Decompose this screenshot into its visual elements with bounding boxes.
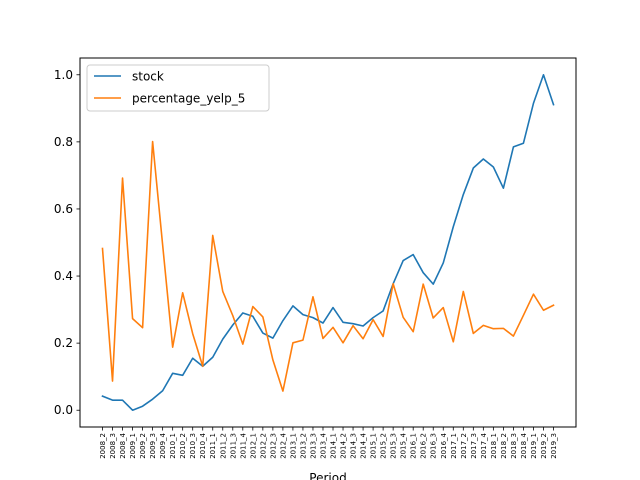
x-tick-label: 2015_1	[370, 433, 378, 459]
x-tick-label: 2008_3	[109, 433, 117, 459]
x-tick-label: 2011_1	[209, 433, 217, 459]
x-tick-label: 2016_3	[430, 433, 438, 459]
y-tick-label: 0.2	[54, 336, 73, 350]
axes-frame	[79, 57, 577, 428]
x-tick-label: 2014_4	[360, 432, 368, 458]
y-tick-label: 0.6	[54, 202, 73, 216]
x-tick-label: 2009_1	[129, 433, 137, 459]
x-tick-label: 2009_4	[159, 432, 167, 458]
x-axis-label: Period	[309, 471, 346, 480]
x-tick-label: 2018_2	[500, 433, 508, 459]
x-tick-label: 2013_3	[309, 433, 317, 459]
x-tick-label: 2011_2	[219, 433, 227, 459]
x-tick-label: 2016_4	[440, 432, 448, 458]
y-tick-label: 1.0	[54, 68, 73, 82]
x-tick-label: 2018_3	[510, 433, 518, 459]
legend-label-percentage_yelp_5: percentage_yelp_5	[132, 92, 245, 106]
x-tick-label: 2014_1	[330, 433, 338, 459]
y-tick-label: 0.0	[54, 403, 73, 417]
x-tick-label: 2012_3	[269, 433, 277, 459]
legend	[86, 64, 270, 112]
x-tick-label: 2009_3	[149, 433, 157, 459]
x-tick-label: 2012_1	[249, 433, 257, 459]
x-tick-label: 2011_3	[229, 433, 237, 459]
x-tick-label: 2017_3	[470, 433, 478, 459]
x-tick-label: 2015_2	[380, 433, 388, 459]
x-tick-label: 2014_2	[340, 433, 348, 459]
x-tick-label: 2015_4	[400, 432, 408, 458]
x-tick-label: 2013_4	[319, 432, 327, 458]
x-tick-label: 2009_2	[139, 433, 147, 459]
y-tick-label: 0.4	[54, 269, 73, 283]
x-tick-label: 2017_1	[450, 433, 458, 459]
x-tick-label: 2018_1	[490, 433, 498, 459]
x-tick-label: 2016_2	[420, 433, 428, 459]
x-tick-label: 2015_3	[390, 433, 398, 459]
x-tick-label: 2014_3	[350, 433, 358, 459]
x-tick-label: 2019_1	[530, 433, 538, 459]
series-line-percentage_yelp_5	[101, 140, 555, 392]
x-tick-label: 2010_1	[169, 433, 177, 459]
x-tick-label: 2008_2	[99, 433, 107, 459]
x-tick-label: 2008_4	[119, 432, 127, 458]
x-tick-label: 2016_1	[410, 433, 418, 459]
x-tick-label: 2010_3	[189, 433, 197, 459]
x-tick-label: 2010_4	[199, 432, 207, 458]
x-tick-label: 2010_2	[179, 433, 187, 459]
x-tick-label: 2011_4	[239, 432, 247, 458]
x-tick-label: 2013_2	[299, 433, 307, 459]
x-tick-label: 2018_4	[520, 432, 528, 458]
x-tick-label: 2017_2	[460, 433, 468, 459]
x-tick-label: 2019_3	[550, 433, 558, 459]
series-line-stock	[101, 73, 555, 412]
x-tick-label: 2012_2	[259, 433, 267, 459]
y-tick-label: 0.8	[54, 135, 73, 149]
legend-label-stock: stock	[132, 70, 164, 84]
x-tick-label: 2012_4	[279, 432, 287, 458]
x-tick-label: 2019_2	[540, 433, 548, 459]
x-tick-label: 2017_4	[480, 432, 488, 458]
x-tick-label: 2013_1	[289, 433, 297, 459]
